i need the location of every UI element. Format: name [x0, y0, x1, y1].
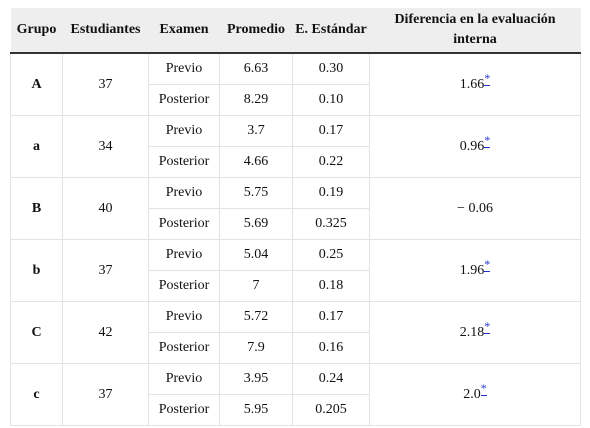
std-error-cell: 0.10 — [292, 84, 370, 116]
mean-cell: 3.95 — [219, 363, 293, 395]
group-cell: c — [10, 363, 63, 426]
mean-cell: 5.72 — [219, 301, 293, 333]
std-error-cell: 0.17 — [292, 301, 370, 333]
difference-cell: 1.66* — [369, 53, 581, 116]
exam-cell: Posterior — [148, 270, 220, 302]
mean-cell: 3.7 — [219, 115, 293, 147]
difference-value: 1.66 — [459, 76, 485, 92]
group-cell: C — [10, 301, 63, 364]
significance-marker[interactable]: * — [484, 132, 491, 148]
difference-value-group: 2.0* — [463, 380, 487, 403]
header-diferencia: Diferencia en la evaluación interna — [369, 8, 581, 54]
header-promedio: Promedio — [219, 8, 293, 54]
mean-cell: 5.75 — [219, 177, 293, 209]
difference-cell: − 0.06 — [369, 177, 581, 240]
std-error-cell: 0.30 — [292, 53, 370, 85]
table-row: C 42 Previo 5.72 0.17 2.18* — [10, 301, 581, 364]
group-cell: a — [10, 115, 63, 178]
std-error-cell: 0.19 — [292, 177, 370, 209]
mean-cell: 7.9 — [219, 332, 293, 364]
table-body: A 37 Previo 6.63 0.30 1.66* Posterior 8.29 0.10 a… — [10, 53, 581, 426]
mean-cell: 8.29 — [219, 84, 293, 116]
exam-cell: Previo — [148, 177, 220, 209]
table-row: A 37 Previo 6.63 0.30 1.66* — [10, 53, 581, 116]
group-cell: b — [10, 239, 63, 302]
table-row: Posterior 8.29 0.10 — [11, 84, 581, 116]
std-error-cell: 0.16 — [292, 332, 370, 364]
difference-cell: 2.18* — [369, 301, 581, 364]
table-row: a 34 Previo 3.7 0.17 0.96* — [10, 115, 581, 178]
std-error-cell: 0.24 — [292, 363, 370, 395]
significance-marker[interactable]: * — [480, 380, 487, 396]
mean-cell: 6.63 — [219, 53, 293, 85]
difference-cell: 1.96* — [369, 239, 581, 302]
std-error-cell: 0.205 — [292, 394, 370, 426]
difference-value-group: − 0.06 — [457, 201, 493, 217]
difference-value: − 0.06 — [457, 200, 493, 216]
significance-marker[interactable]: * — [484, 256, 491, 272]
std-error-cell: 0.18 — [292, 270, 370, 302]
students-cell: 37 — [62, 239, 149, 302]
header-examen: Examen — [148, 8, 220, 54]
difference-value-group: 1.96* — [459, 256, 491, 279]
group-cell: A — [10, 53, 63, 116]
students-cell: 37 — [62, 363, 149, 426]
header-grupo: Grupo — [10, 8, 63, 54]
results-table: Grupo Estudiantes Examen Promedio E. Est… — [10, 8, 581, 426]
results-table-container: Grupo Estudiantes Examen Promedio E. Est… — [10, 8, 581, 426]
exam-cell: Previo — [148, 115, 220, 147]
std-error-cell: 0.325 — [292, 208, 370, 240]
students-cell: 34 — [62, 115, 149, 178]
exam-cell: Posterior — [148, 84, 220, 116]
header-estudiantes: Estudiantes — [62, 8, 149, 54]
difference-value-group: 2.18* — [459, 318, 491, 341]
mean-cell: 5.95 — [219, 394, 293, 426]
exam-cell: Posterior — [148, 208, 220, 240]
table-row: Posterior 7.9 0.16 — [11, 332, 581, 364]
mean-cell: 5.69 — [219, 208, 293, 240]
difference-cell: 2.0* — [369, 363, 581, 426]
table-row: Posterior 5.95 0.205 — [11, 394, 581, 426]
table-row: b 37 Previo 5.04 0.25 1.96* — [10, 239, 581, 302]
difference-value: 2.0 — [463, 386, 481, 402]
students-cell: 37 — [62, 53, 149, 116]
std-error-cell: 0.25 — [292, 239, 370, 271]
table-row: Posterior 4.66 0.22 — [11, 146, 581, 178]
difference-value-group: 1.66* — [459, 70, 491, 93]
difference-cell: 0.96* — [369, 115, 581, 178]
difference-value-group: 0.96* — [459, 132, 491, 155]
std-error-cell: 0.22 — [292, 146, 370, 178]
mean-cell: 4.66 — [219, 146, 293, 178]
exam-cell: Posterior — [148, 332, 220, 364]
mean-cell: 7 — [219, 270, 293, 302]
difference-value: 0.96 — [459, 138, 485, 154]
exam-cell: Previo — [148, 301, 220, 333]
students-cell: 40 — [62, 177, 149, 240]
table-row: c 37 Previo 3.95 0.24 2.0* — [10, 363, 581, 426]
difference-value: 1.96 — [459, 262, 485, 278]
group-cell: B — [10, 177, 63, 240]
exam-cell: Posterior — [148, 394, 220, 426]
exam-cell: Previo — [148, 53, 220, 85]
std-error-cell: 0.17 — [292, 115, 370, 147]
significance-marker[interactable]: * — [484, 70, 491, 86]
table-header-row: Grupo Estudiantes Examen Promedio E. Est… — [10, 8, 581, 54]
table-row: Posterior 7 0.18 — [11, 270, 581, 302]
exam-cell: Previo — [148, 363, 220, 395]
table-row: B 40 Previo 5.75 0.19 − 0.06 — [10, 177, 581, 240]
exam-cell: Previo — [148, 239, 220, 271]
significance-marker[interactable]: * — [484, 318, 491, 334]
difference-value: 2.18 — [459, 324, 485, 340]
mean-cell: 5.04 — [219, 239, 293, 271]
table-row: Posterior 5.69 0.325 — [11, 208, 581, 240]
exam-cell: Posterior — [148, 146, 220, 178]
students-cell: 42 — [62, 301, 149, 364]
header-error-estandar: E. Estándar — [292, 8, 370, 54]
